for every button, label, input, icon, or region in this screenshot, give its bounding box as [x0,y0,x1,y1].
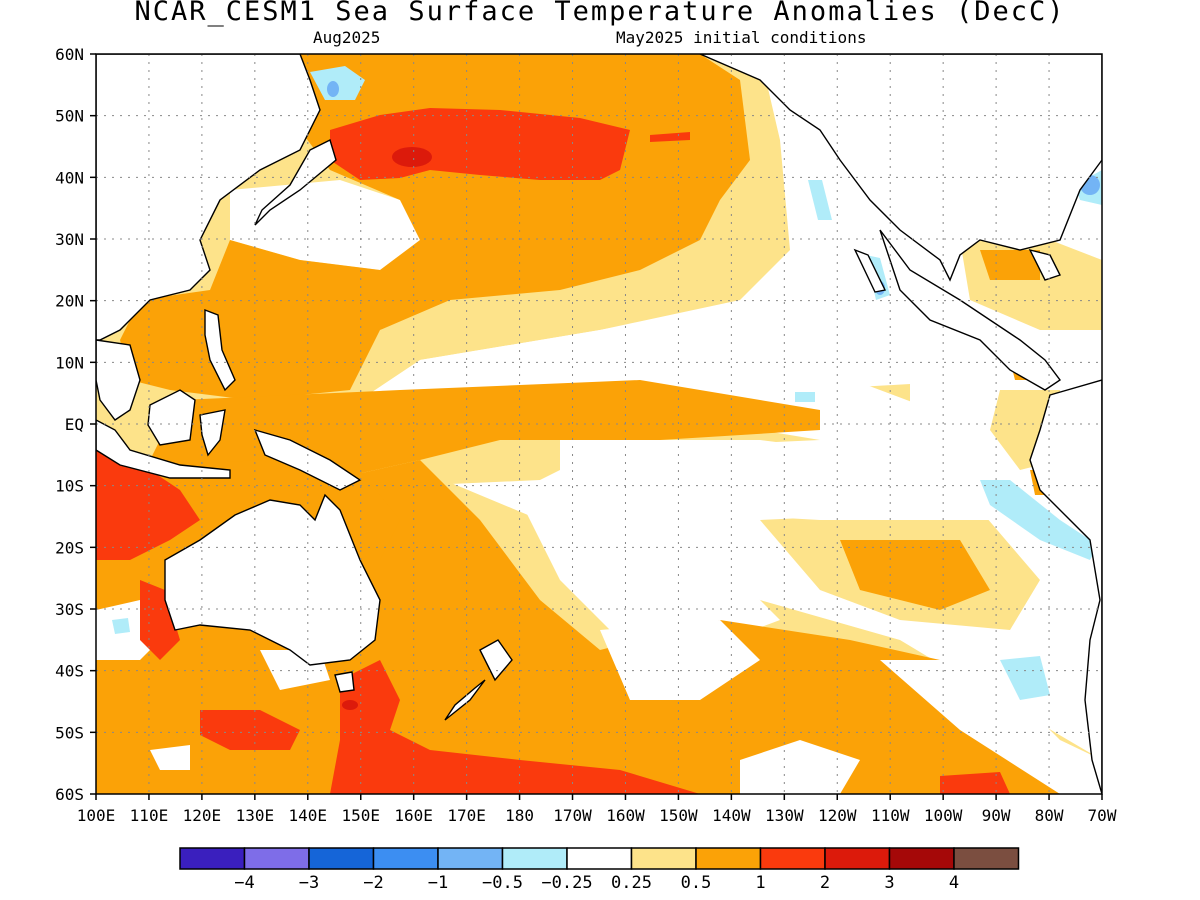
colorbar-label: 2 [820,873,830,893]
lat-tick-label: 30N [55,230,84,249]
colorbar-label: 4 [949,873,959,893]
colorbar-swatch [888,847,955,870]
lon-tick-label: 90W [982,806,1011,825]
colorbar-label: 1 [755,873,765,893]
lon-tick-label: 130W [765,806,804,825]
lat-tick-label: 20N [55,292,84,311]
colorbar-label: −3 [299,873,319,893]
lon-tick-label: 100W [924,806,963,825]
colorbar-label: −2 [363,873,383,893]
colorbar-label: 0.5 [681,873,712,893]
colorbar-label: −4 [234,873,254,893]
lon-tick-label: 170W [553,806,592,825]
colorbar-swatch [566,847,633,870]
gridlines [96,54,1102,794]
colorbar-label: 0.25 [611,873,652,893]
lon-tick-label: 160E [394,806,433,825]
lon-tick-label: 150E [341,806,380,825]
lon-tick-label: 160W [606,806,645,825]
lat-tick-label: 20S [55,538,84,557]
lon-tick-label: 120W [818,806,857,825]
colorbar-swatch [437,847,504,870]
colorbar-label: 3 [884,873,894,893]
lat-tick-label: 10S [55,477,84,496]
latitude-axis: 60N 50N 40N 30N 20N 10N EQ 10S 20S 30S 40S 50S 60S [55,45,96,804]
map-title: NCAR_CESM1 Sea Surface Temperature Anoma… [134,0,1066,27]
lon-tick-label: 180 [505,806,534,825]
lat-tick-label: 60N [55,45,84,64]
colorbar-swatch [243,847,310,870]
lat-tick-label: EQ [65,415,84,434]
lon-tick-label: 170E [447,806,486,825]
lat-tick-label: 30S [55,600,84,619]
colorbar-label: −0.5 [482,873,523,893]
lon-tick-label: 120E [183,806,222,825]
colorbar-swatch [630,847,697,870]
lon-tick-label: 130E [236,806,275,825]
anomaly-field [96,54,1102,794]
lat-tick-label: 50N [55,107,84,126]
lat-tick-label: 40S [55,662,84,681]
lon-tick-label: 140W [712,806,751,825]
lon-tick-label: 110W [871,806,910,825]
colorbar-swatch [308,847,375,870]
colorbar-swatch [372,847,439,870]
longitude-axis: 100E 110E 120E 130E 140E 150E 160E 170E 180 170W 1… [77,794,1117,825]
initial-conditions: May2025 initial conditions [616,28,867,47]
colorbar-swatch [179,847,246,870]
lat-tick-label: 50S [55,723,84,742]
colorbar-label: −1 [428,873,448,893]
lon-tick-label: 80W [1035,806,1064,825]
colorbar-swatch [501,847,568,870]
lat-tick-label: 40N [55,168,84,187]
lon-tick-label: 70W [1088,806,1117,825]
lon-tick-label: 100E [77,806,116,825]
colorbar-swatch [695,847,762,870]
lat-tick-label: 60S [55,785,84,804]
lon-tick-label: 150W [659,806,698,825]
colorbar-label: −0.25 [541,873,592,893]
lat-tick-label: 10N [55,353,84,372]
coastlines [96,54,1102,794]
lon-tick-label: 140E [289,806,328,825]
colorbar-swatch [759,847,826,870]
forecast-month: Aug2025 [313,28,381,47]
lon-tick-label: 110E [130,806,169,825]
colorbar-swatch [953,847,1020,870]
colorbar-swatch [824,847,891,870]
colorbar: −4 −3 −2 −1 −0.5 −0.25 0.25 0.5 1 2 3 4 [179,847,1020,893]
